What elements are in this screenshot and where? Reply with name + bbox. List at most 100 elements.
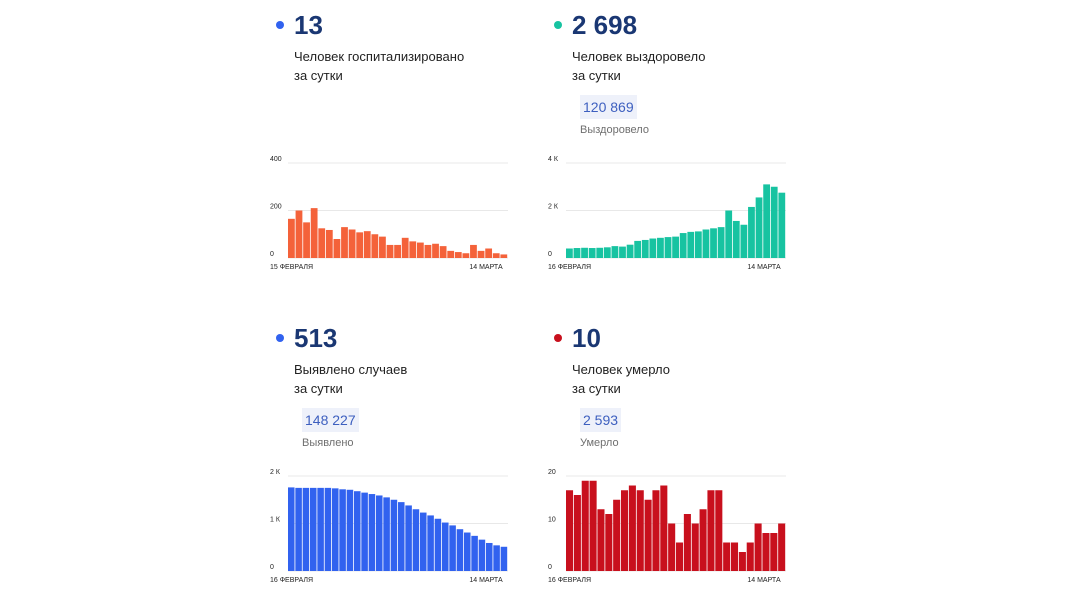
cases-bar [390,499,398,571]
cases-desc-line2: за сутки [294,381,343,396]
recovered-bar [687,231,695,258]
hospitalized-card: 13 Человек госпитализировано за сутки 0 2… [270,0,530,300]
cases-card: 513 Выявлено случаев за сутки 148 227 Вы… [270,313,530,605]
hospitalized-bar [333,239,341,258]
recovered-bar [672,236,679,258]
recovered-bar [679,233,687,258]
deaths-bar [628,485,636,571]
recovered-bar [596,247,604,258]
cases-bar [324,487,332,571]
deaths-desc-line2: за сутки [572,381,621,396]
recovered-bar [611,246,619,258]
recovered-y-tick-label: 0 [548,251,552,258]
recovered-x-start-label: 16 ФЕВРАЛЯ [548,264,591,271]
recovered-bar [573,248,581,258]
deaths-bar [605,514,613,571]
hospitalized-bar [485,248,493,258]
cases-dot-icon [276,334,284,342]
hospitalized-desc-line2: за сутки [294,68,343,83]
hospitalized-daily-value: 13 [294,10,323,40]
recovered-bar [732,220,740,258]
hospitalized-y-tick-label: 0 [270,251,274,258]
hospitalized-bar [325,229,333,258]
recovered-bar [710,228,717,258]
hospitalized-bar [470,244,477,258]
deaths-y-tick-label: 0 [548,564,552,571]
cases-bar [376,495,383,571]
recovered-bar [603,247,611,258]
recovered-bar [778,192,786,258]
deaths-bar [778,523,786,571]
deaths-bar [589,480,597,571]
deaths-bar [573,495,581,571]
cases-bar [405,505,412,571]
hospitalized-bar [356,232,364,258]
recovered-bar [694,231,702,258]
hospitalized-bar [401,237,409,258]
deaths-bar [581,480,589,571]
recovered-dot-icon [554,21,562,29]
cases-bar [478,539,486,571]
recovered-desc-line1: Человек выздоровело [572,49,706,64]
deaths-bar [715,490,723,571]
hospitalized-header: 13 [270,8,530,42]
hospitalized-bar [394,244,401,258]
hospitalized-bar [432,243,439,258]
recovered-bar [588,248,596,258]
hospitalized-bar [477,250,485,258]
deaths-y-tick-label: 10 [548,517,556,524]
hospitalized-bar [348,229,356,258]
deaths-desc-line1: Человек умерло [572,362,670,377]
recovered-daily-value: 2 698 [572,10,638,40]
cases-bar [368,494,376,571]
recovered-y-tick-label: 2 К [548,204,559,211]
cases-bar [434,518,442,571]
deaths-bar [699,509,707,571]
cases-bar [449,525,456,571]
deaths-bar [754,523,762,571]
deaths-total-label: Умерло [580,437,619,449]
hospitalized-bar [318,228,326,258]
hospitalized-y-tick-label: 200 [270,204,282,211]
hospitalized-bar [492,253,500,258]
hospitalized-desc-line1: Человек госпитализировано [294,49,465,64]
cases-bar [493,545,500,571]
deaths-chart: 0 10 20 16 ФЕВРАЛЯ 14 МАРТА [548,469,786,584]
cases-bar [383,497,390,571]
deaths-bar [613,499,621,571]
cases-bar [310,487,317,571]
deaths-card: 10 Человек умерло за сутки 2 593 Умерло … [548,313,808,605]
deaths-description: Человек умерло за сутки [572,360,792,398]
recovered-card: 2 698 Человек выздоровело за сутки 120 8… [548,0,808,300]
recovered-bar [725,210,733,258]
cases-y-tick-label: 1 К [270,517,281,524]
deaths-bar [746,542,754,571]
deaths-bar [652,490,660,571]
recovered-bar [657,237,664,258]
hospitalized-chart: 0 200 400 15 ФЕВРАЛЯ 14 МАРТА [270,156,508,271]
cases-bar [339,489,346,571]
deaths-bar [566,490,574,571]
recovered-bar [755,197,763,258]
hospitalized-bar [447,250,455,258]
cases-y-tick-label: 0 [270,564,274,571]
hospitalized-x-end-label: 14 МАРТА [469,264,503,271]
deaths-bar [676,542,684,571]
recovered-bar [664,237,672,258]
recovered-chart: 0 2 К 4 К 16 ФЕВРАЛЯ 14 МАРТА [548,156,786,271]
cases-bar [456,529,464,571]
cases-y-tick-label: 2 К [270,469,281,476]
deaths-bar [621,490,629,571]
deaths-daily-value: 10 [572,323,601,353]
cases-bar [442,522,449,571]
cases-desc-line1: Выявлено случаев [294,362,408,377]
recovered-bar [566,248,573,258]
hospitalized-x-start-label: 15 ФЕВРАЛЯ [270,264,313,271]
hospitalized-bar [500,254,508,258]
cases-bar [346,489,354,571]
recovered-bar [619,246,626,258]
cases-bar [317,487,324,571]
hospitalized-bar [379,236,386,258]
cases-bar [420,512,427,571]
recovered-bar [702,229,710,258]
